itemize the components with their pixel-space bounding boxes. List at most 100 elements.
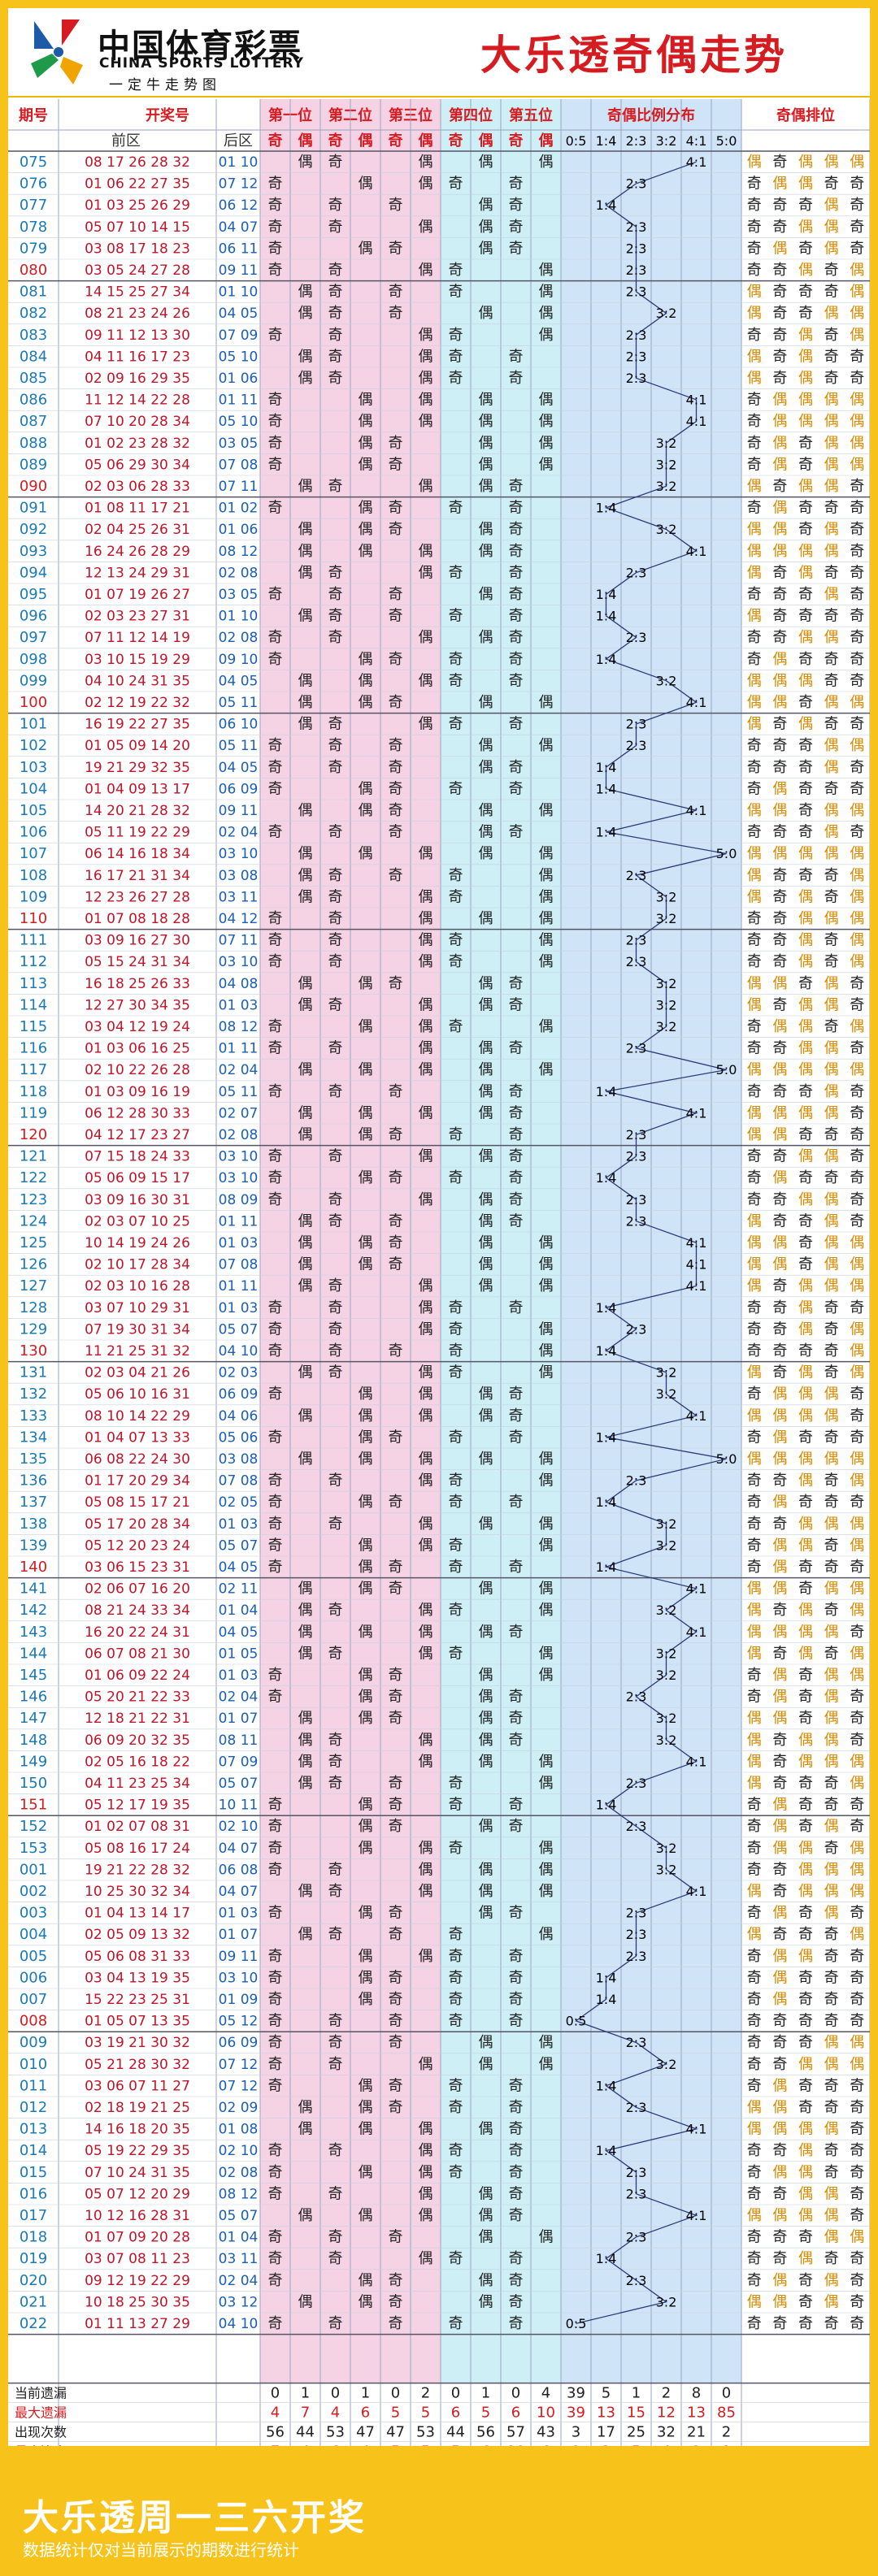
order-parity-mark: 偶 [824,586,839,603]
order-parity-mark: 奇 [798,1775,813,1792]
order-parity-mark: 奇 [798,1494,813,1511]
position-parity-mark: 偶 [298,845,313,862]
order-parity-mark: 奇 [850,1905,864,1922]
ratio-mark: 3:2 [656,1733,677,1748]
position-parity-mark: 奇 [449,1429,463,1446]
order-parity-mark: 奇 [850,1948,864,1965]
position-parity-mark: 奇 [328,996,343,1013]
position-parity-mark: 奇 [449,1018,463,1035]
ratio-mark: 2:3 [626,630,647,645]
ratio-mark: 3:2 [656,457,677,472]
order-parity-mark: 奇 [850,1797,864,1814]
position-parity-mark: 偶 [359,2077,373,2094]
position-parity-mark: 偶 [479,694,493,711]
position-parity-mark: 奇 [509,1905,524,1922]
order-parity-mark: 奇 [798,2099,813,2116]
order-parity-mark: 偶 [772,802,787,819]
position-parity-mark: 奇 [509,1969,524,1986]
back-zone-numbers: 03 12 [219,2294,259,2310]
stat-value: 7 [301,2405,310,2422]
stat-value: 5 [391,2405,400,2422]
order-parity-mark: 偶 [798,392,813,409]
order-parity-mark: 奇 [772,2034,787,2051]
order-parity-mark: 奇 [772,1732,787,1749]
stat-value: 4 [361,2444,370,2446]
order-parity-mark: 奇 [850,2250,864,2267]
position-parity-mark: 偶 [419,1840,433,1857]
order-parity-mark: 偶 [798,1386,813,1403]
position-parity-mark: 奇 [268,1667,283,1684]
order-parity-mark: 偶 [798,932,813,949]
stat-value: 0 [391,2385,400,2402]
position-parity-mark: 奇 [449,1926,463,1943]
front-zone-numbers: 06 14 16 18 34 [85,846,190,862]
front-zone-numbers: 16 17 21 31 34 [85,868,190,884]
position-parity-mark: 奇 [389,2229,403,2246]
order-parity-mark: 偶 [824,1148,839,1165]
order-parity-mark: 奇 [850,1710,864,1727]
position-parity-mark: 奇 [389,2034,403,2051]
issue-number: 086 [20,392,47,409]
position-parity-mark: 偶 [419,2164,433,2181]
position-parity-mark: 奇 [509,1299,524,1316]
order-parity-mark: 奇 [824,2013,839,2030]
issue-number: 143 [20,1624,47,1641]
ratio-mark: 3:2 [656,306,677,321]
position-parity-mark: 偶 [419,953,433,970]
order-parity-mark: 偶 [772,2207,787,2224]
stat-value: 5 [391,2444,400,2446]
ratio-mark: 2:3 [626,717,647,732]
order-parity-mark: 奇 [824,2250,839,2267]
ratio-mark: 1:4 [596,1559,617,1575]
position-parity-mark: 奇 [449,1559,463,1576]
position-parity-mark: 偶 [359,1494,373,1511]
order-parity-mark: 奇 [824,1126,839,1143]
order-parity-mark: 奇 [772,1516,787,1533]
position-parity-mark: 奇 [509,2164,524,2181]
issue-number: 098 [20,651,47,668]
order-parity-mark: 奇 [772,629,787,646]
position-parity-mark: 偶 [539,1581,554,1598]
order-parity-mark: 偶 [772,543,787,560]
stat-value: 2 [692,2444,701,2446]
order-parity-mark: 奇 [772,197,787,214]
order-parity-mark: 奇 [747,219,762,236]
position-parity-mark: 奇 [268,1516,283,1533]
back-zone-numbers: 09 11 [219,1949,259,1965]
position-parity-mark: 奇 [509,1169,524,1186]
order-parity-mark: 偶 [747,1645,762,1662]
stat-label: 最大遗漏 [15,2405,67,2421]
position-parity-mark: 偶 [479,1753,493,1770]
order-parity-mark: 奇 [772,2315,787,2332]
position-parity-mark: 奇 [328,564,343,581]
position-parity-mark: 偶 [479,1277,493,1295]
position-parity-mark: 偶 [359,1018,373,1035]
position-parity-mark: 奇 [449,2250,463,2267]
front-zone-numbers: 03 09 16 27 30 [85,933,190,949]
back-zone-numbers: 02 11 [219,1581,259,1598]
order-parity-mark: 偶 [850,1321,864,1338]
order-parity-mark: 偶 [798,845,813,862]
back-zone-numbers: 03 08 [219,1451,259,1468]
front-zone-numbers: 05 15 24 31 34 [85,954,190,970]
stat-value: 6 [331,2444,340,2446]
position-parity-mark: 偶 [419,348,433,365]
position-parity-mark: 奇 [509,2099,524,2116]
position-parity-mark: 偶 [539,1321,554,1338]
position-parity-mark: 偶 [479,456,493,473]
ratio-mark: 2:3 [626,954,647,969]
front-zone-numbers: 02 18 19 21 25 [85,2100,190,2116]
order-parity-mark: 偶 [850,1883,864,1900]
order-parity-mark: 偶 [772,2293,787,2310]
order-parity-mark: 偶 [772,500,787,517]
position-parity-mark: 奇 [449,1126,463,1143]
header: 中国体育彩票 CHINA SPORTS LOTTERY 一定牛走势图 大乐透奇偶… [8,8,870,98]
front-zone-numbers: 07 19 30 31 34 [85,1321,190,1338]
position-parity-mark: 偶 [479,392,493,409]
ratio-mark: 2:3 [626,1689,647,1705]
order-parity-mark: 偶 [772,1018,787,1035]
ratio-mark: 2:3 [626,1473,647,1489]
position-parity-mark: 偶 [419,478,433,495]
order-parity-mark: 偶 [798,1018,813,1035]
front-zone-numbers: 03 07 08 11 23 [85,2251,190,2267]
